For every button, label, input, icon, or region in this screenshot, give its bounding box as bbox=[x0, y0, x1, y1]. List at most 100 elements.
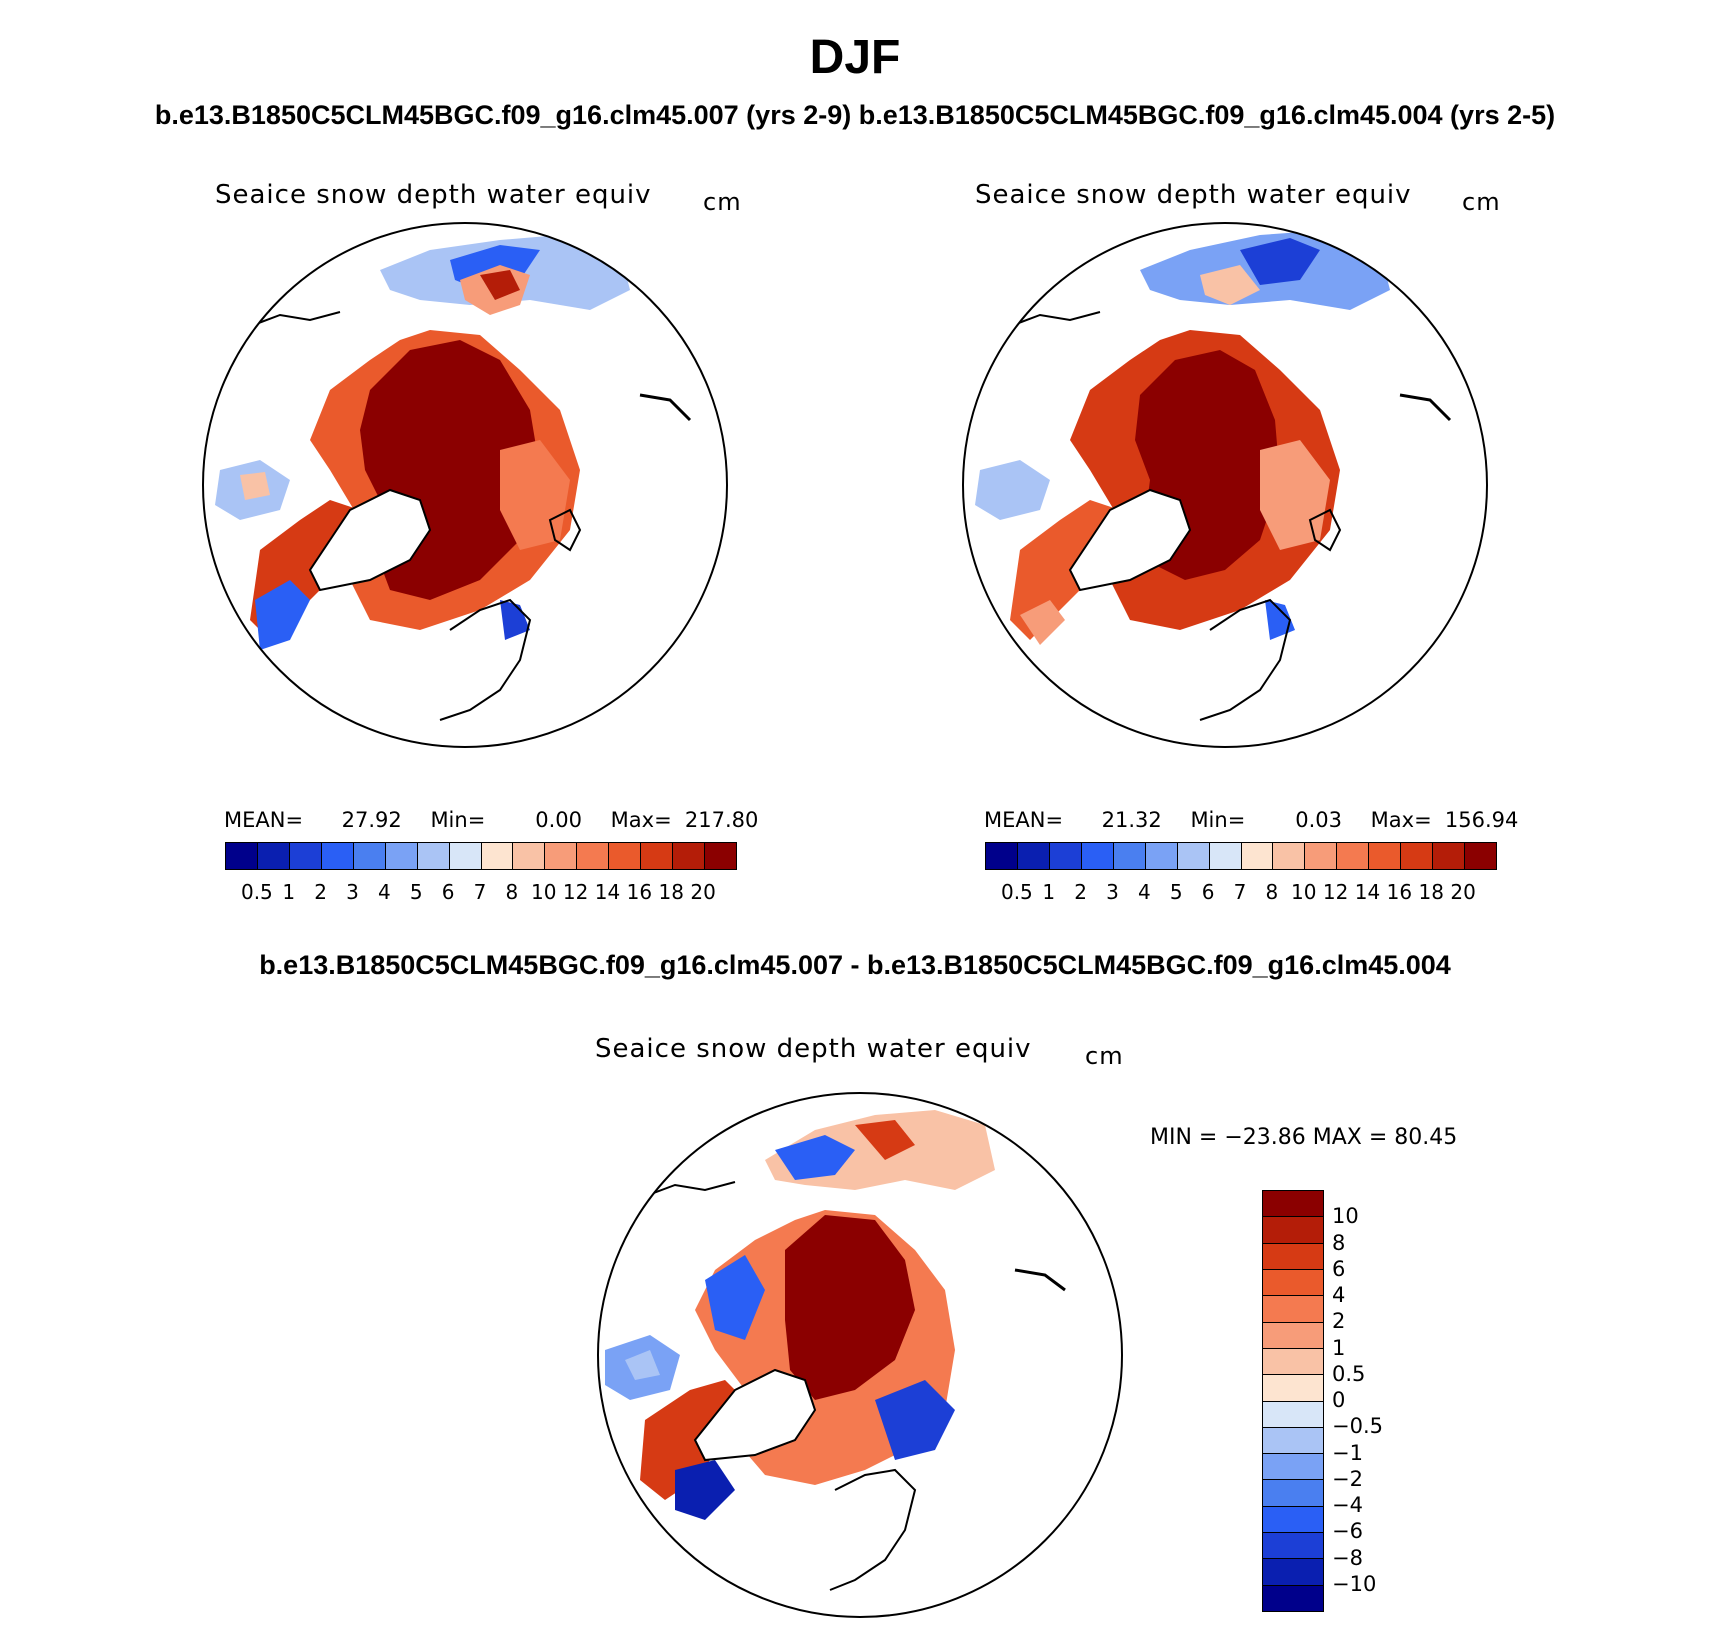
colorbar-tick-label: 1 bbox=[1042, 880, 1056, 904]
coastline bbox=[829, 1468, 917, 1591]
colorbar-tick-label: 16 bbox=[626, 880, 653, 904]
colorbar-tick-label: 2 bbox=[314, 880, 327, 904]
coastline bbox=[439, 598, 532, 721]
colorbar-swatch bbox=[1017, 843, 1050, 869]
colorbar-swatch bbox=[513, 843, 546, 869]
colorbar-tick-label: 18 bbox=[658, 880, 684, 904]
colorbar-tick-label: 4 bbox=[378, 880, 391, 904]
diff-variable-label: Seaice snow depth water equiv bbox=[595, 1034, 1032, 1064]
colorbar-tick-label: 8 bbox=[1265, 880, 1279, 904]
greenland-landmass bbox=[693, 1368, 817, 1462]
colorbar-swatch bbox=[1337, 843, 1370, 869]
colorbar-tick-label: 14 bbox=[594, 880, 621, 904]
colorbar-swatch bbox=[449, 843, 482, 869]
colorbar-swatch bbox=[1263, 1427, 1323, 1455]
difference-polar-map bbox=[597, 1092, 1123, 1618]
colorbar-swatch bbox=[1263, 1454, 1323, 1481]
panel-a-variable-label: Seaice snow depth water equiv bbox=[215, 180, 652, 210]
min-value: 0.03 bbox=[1295, 808, 1342, 832]
colorbar-tick-label: 18 bbox=[1418, 880, 1444, 904]
colorbar-swatch bbox=[1263, 1559, 1323, 1586]
sea-ice-region bbox=[255, 580, 310, 650]
colorbar-swatch bbox=[321, 843, 354, 869]
panel-b-colorbar-labels: 0.5 1 2 3 4 5 6 7 8 10 12 14 16 18 20 bbox=[985, 880, 1495, 910]
colorbar-swatch bbox=[641, 843, 674, 869]
colorbar-tick-label: 6 bbox=[1201, 880, 1215, 904]
anomaly-region bbox=[855, 1120, 915, 1160]
mean-label: MEAN= bbox=[984, 808, 1064, 832]
colorbar-tick-label: 7 bbox=[473, 880, 487, 904]
sea-ice-region bbox=[1020, 600, 1065, 645]
colorbar-swatch bbox=[1263, 1296, 1323, 1323]
colorbar-tick-label: 0 bbox=[1332, 1388, 1346, 1412]
colorbar-tick-label: 5 bbox=[409, 880, 423, 904]
colorbar-swatch bbox=[577, 843, 610, 869]
panel-b-colorbar bbox=[985, 842, 1497, 870]
max-value: 156.94 bbox=[1444, 808, 1519, 832]
colorbar-swatch bbox=[1263, 1322, 1323, 1349]
colorbar-tick-label: 4 bbox=[1332, 1283, 1346, 1307]
colorbar-swatch bbox=[545, 843, 578, 869]
panel-a-colorbar bbox=[225, 842, 737, 870]
colorbar-swatch bbox=[1209, 843, 1242, 869]
colorbar-tick-label: 0.5 bbox=[1332, 1361, 1366, 1386]
colorbar-swatch bbox=[353, 843, 386, 869]
colorbar-swatch bbox=[1465, 843, 1496, 869]
coastline bbox=[1308, 508, 1342, 552]
sea-ice-region bbox=[500, 440, 570, 550]
diff-colorbar-labels: 10 8 6 4 2 1 0.5 0 −0.5 −1 −2 −4 −6 −8 −10 bbox=[1332, 1190, 1412, 1610]
coastline bbox=[639, 393, 692, 422]
colorbar-tick-label: −4 bbox=[1332, 1493, 1363, 1517]
greenland-landmass bbox=[308, 488, 432, 592]
colorbar-swatch bbox=[1263, 1348, 1323, 1376]
mean-value: 21.32 bbox=[1101, 808, 1162, 832]
min-value: 0.00 bbox=[535, 808, 582, 832]
colorbar-tick-label: 10 bbox=[1291, 880, 1317, 904]
colorbar-tick-label: 7 bbox=[1233, 880, 1247, 904]
sea-ice-region bbox=[1240, 238, 1320, 285]
difference-title: b.e13.B1850C5CLM45BGC.f09_g16.clm45.007 … bbox=[259, 950, 1451, 980]
colorbar-swatch bbox=[481, 843, 514, 869]
colorbar-tick-label: −0.5 bbox=[1332, 1414, 1383, 1439]
colorbar-swatch bbox=[1369, 843, 1402, 869]
coastline bbox=[1399, 393, 1452, 422]
diff-colorbar bbox=[1262, 1190, 1324, 1612]
colorbar-tick-label: −2 bbox=[1332, 1466, 1363, 1491]
colorbar-tick-label: −6 bbox=[1332, 1519, 1363, 1544]
colorbar-swatch bbox=[289, 843, 322, 869]
colorbar-swatch bbox=[1263, 1480, 1323, 1507]
colorbar-tick-label: 12 bbox=[562, 880, 589, 904]
colorbar-tick-label: −8 bbox=[1332, 1545, 1363, 1570]
coastline bbox=[1199, 598, 1292, 721]
anomaly-region bbox=[785, 1215, 915, 1400]
colorbar-swatch bbox=[673, 843, 706, 869]
colorbar-tick-label: 20 bbox=[1450, 880, 1476, 904]
colorbar-swatch bbox=[1263, 1269, 1323, 1297]
panel-a-colorbar-labels: 0.5 1 2 3 4 5 6 7 8 10 12 14 16 18 20 bbox=[225, 880, 735, 910]
panel-a-units: cm bbox=[703, 188, 742, 216]
max-label: Max= bbox=[1370, 808, 1432, 832]
colorbar-tick-label: 12 bbox=[1322, 880, 1349, 904]
colorbar-tick-label: −1 bbox=[1332, 1440, 1363, 1465]
anomaly-region bbox=[705, 1255, 765, 1340]
coastline bbox=[1014, 1268, 1066, 1292]
colorbar-tick-label: 8 bbox=[1332, 1230, 1346, 1255]
colorbar-swatch bbox=[226, 843, 258, 869]
greenland-landmass bbox=[1068, 488, 1192, 592]
colorbar-swatch bbox=[1263, 1217, 1323, 1244]
max-label: Max= bbox=[610, 808, 672, 832]
season-title: DJF bbox=[809, 31, 901, 84]
colorbar-tick-label: 2 bbox=[1074, 880, 1087, 904]
colorbar-swatch bbox=[1145, 843, 1178, 869]
colorbar-tick-label: 2 bbox=[1332, 1309, 1346, 1334]
colorbar-swatch bbox=[986, 843, 1018, 869]
panel-b-units: cm bbox=[1462, 188, 1501, 216]
colorbar-swatch bbox=[1263, 1401, 1323, 1428]
panel-a-stats: MEAN= 27.92 Min= 0.00 Max= 217.80 bbox=[224, 808, 758, 832]
diff-min-max: MIN = −23.86 MAX = 80.45 bbox=[1150, 1125, 1458, 1150]
case-a-title: b.e13.B1850C5CLM45BGC.f09_g16.clm45.007 … bbox=[154, 100, 852, 130]
anomaly-region bbox=[875, 1380, 955, 1460]
anomaly-region bbox=[775, 1135, 855, 1180]
colorbar-swatch bbox=[1273, 843, 1306, 869]
colorbar-tick-label: 8 bbox=[505, 880, 519, 904]
